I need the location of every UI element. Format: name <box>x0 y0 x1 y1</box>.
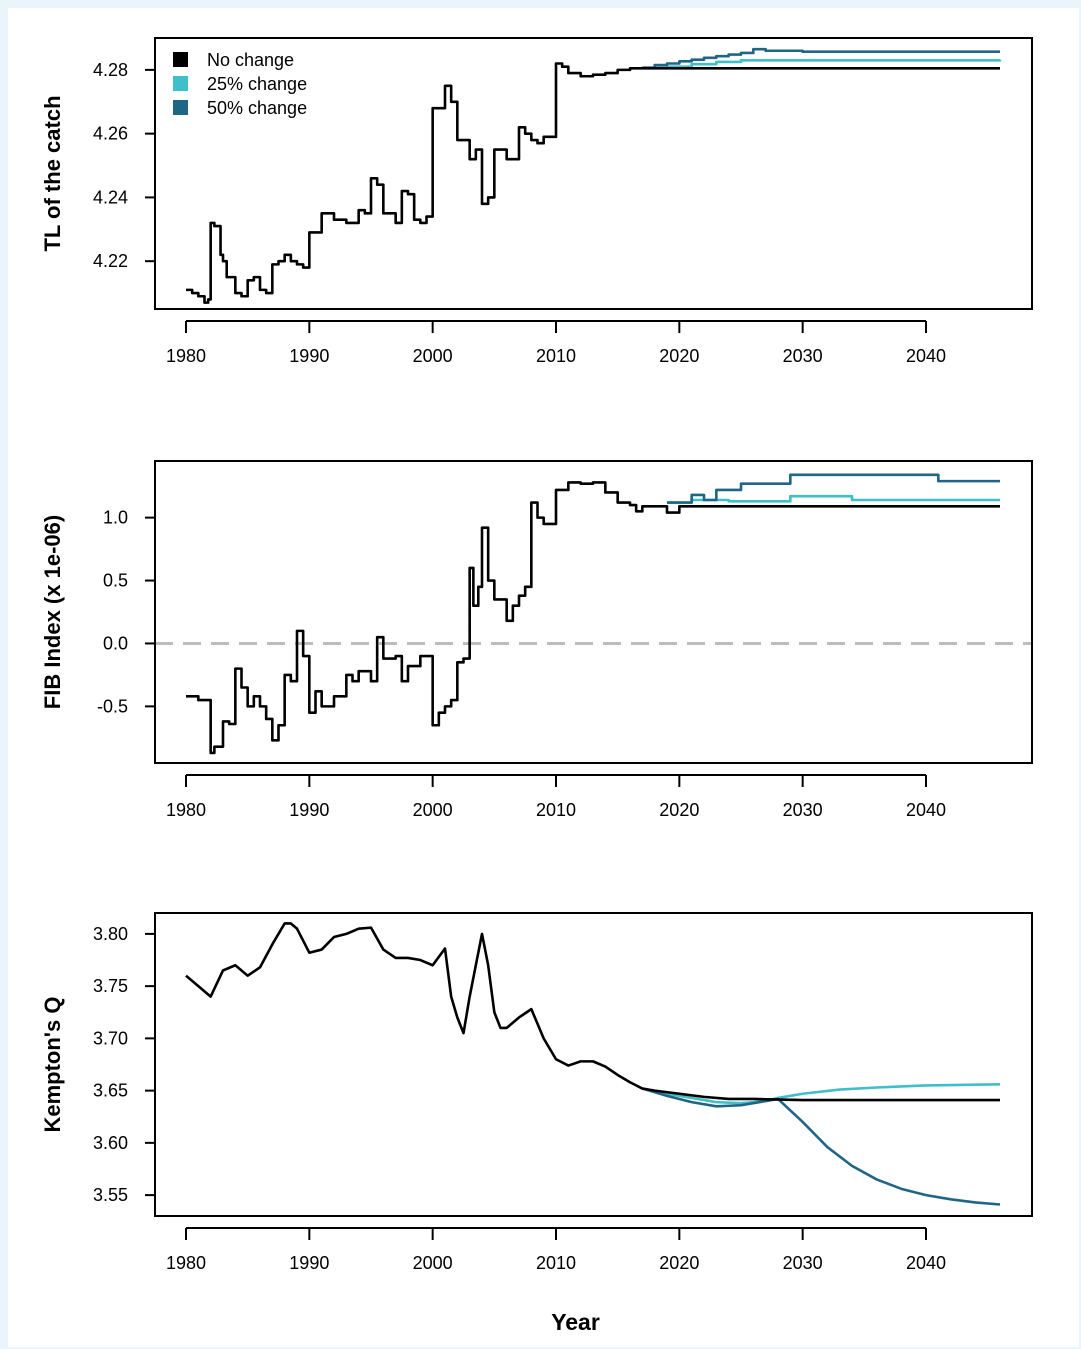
tl-catch-y-tick-label: 4.22 <box>93 251 128 271</box>
tl-catch-y-tick-label: 4.24 <box>93 187 128 207</box>
fib-index-series-no-change <box>186 481 1000 755</box>
fib-index-y-tick-label: 1.0 <box>103 508 128 528</box>
tl-catch-x-tick-label: 2000 <box>413 346 453 366</box>
kempton-q-x-tick-label: 2020 <box>659 1253 699 1273</box>
kempton-q-y-tick-label: 3.65 <box>93 1081 128 1101</box>
fib-index-x-axis: 1980 1990 2000 2010 2020 2030 2040 <box>166 774 946 820</box>
tl-catch-x-axis: 1980 1990 2000 2010 2020 2030 2040 <box>166 320 946 366</box>
fib-index-x-tick-label: 2010 <box>536 800 576 820</box>
fib-index-plot-frame <box>154 460 1033 764</box>
fib-index-x-tick-label: 2000 <box>413 800 453 820</box>
legend-label: No change <box>207 50 294 70</box>
fib-index-y-axis-title: FIB Index (x 1e-06) <box>40 515 65 709</box>
kempton-q-x-tick-label: 2010 <box>536 1253 576 1273</box>
kempton-q-x-axis: 1980 1990 2000 2010 2020 2030 2040 <box>166 1227 946 1273</box>
legend-swatch <box>173 52 188 67</box>
tl-catch-x-tick-label: 2010 <box>536 346 576 366</box>
tl-catch-series-no-change <box>186 62 1000 304</box>
kempton-q-x-tick-label: 1980 <box>166 1253 206 1273</box>
tl-catch-y-tick-label: 4.28 <box>93 60 128 80</box>
legend-label: 25% change <box>207 74 307 94</box>
kempton-q-x-tick-label: 1990 <box>289 1253 329 1273</box>
tl-catch-y-axis-title: TL of the catch <box>40 95 65 251</box>
kempton-q-plot-frame <box>154 912 1033 1217</box>
kempton-q-y-tick-label: 3.75 <box>93 976 128 996</box>
fib-index-y-tick-label: -0.5 <box>97 696 128 716</box>
tl-catch-x-tick-label: 2020 <box>659 346 699 366</box>
kempton-q-y-tick-label: 3.80 <box>93 924 128 944</box>
tl-catch-plot-frame <box>154 37 1033 310</box>
legend-swatch <box>173 100 188 115</box>
legend-label: 50% change <box>207 98 307 118</box>
fib-index-x-tick-label: 2030 <box>783 800 823 820</box>
kempton-q-y-tick-label: 3.70 <box>93 1028 128 1048</box>
fib-index-y-tick-label: 0.5 <box>103 571 128 591</box>
tl-catch-panel: 1980 1990 2000 2010 2020 2030 2040 4.22 4.24 4.26… <box>40 37 1033 366</box>
tl-catch-y-axis: 4.22 4.24 4.26 4.28 <box>93 60 155 271</box>
kempton-q-x-tick-label: 2000 <box>413 1253 453 1273</box>
fib-index-y-tick-label: 0.0 <box>103 633 128 653</box>
fib-index-x-tick-label: 2040 <box>906 800 946 820</box>
chart-figure: 1980 1990 2000 2010 2020 2030 2040 4.22 4.24 4.26… <box>40 37 1033 1335</box>
kempton-q-series-50-change <box>641 1087 1001 1206</box>
kempton-q-series-no-change <box>185 922 1000 1102</box>
legend-swatch <box>173 76 188 91</box>
tl-catch-x-tick-label: 1990 <box>289 346 329 366</box>
tl-catch-x-tick-label: 1980 <box>166 346 206 366</box>
fib-index-panel: 1980 1990 2000 2010 2020 2030 2040 -0.5 0.0 0.5 1.… <box>40 460 1033 820</box>
fib-index-series-50-change <box>667 473 1000 504</box>
legend: No change 25% change 50% change <box>173 50 307 118</box>
kempton-q-y-axis-title: Kempton's Q <box>40 996 65 1132</box>
kempton-q-x-tick-label: 2030 <box>783 1253 823 1273</box>
fib-index-x-tick-label: 1980 <box>166 800 206 820</box>
tl-catch-y-tick-label: 4.26 <box>93 124 128 144</box>
kempton-q-x-axis-title: Year <box>551 1309 600 1335</box>
tl-catch-series-50-change <box>642 47 1000 69</box>
tl-catch-x-tick-label: 2030 <box>783 346 823 366</box>
fib-index-x-tick-label: 2020 <box>659 800 699 820</box>
fib-index-y-axis: -0.5 0.0 0.5 1.0 <box>97 508 155 716</box>
kempton-q-x-tick-label: 2040 <box>906 1253 946 1273</box>
kempton-q-panel: 1980 1990 2000 2010 2020 2030 2040 3.55 3.60 3.65… <box>40 912 1033 1335</box>
figure-panel: 1980 1990 2000 2010 2020 2030 2040 4.22 4.24 4.26… <box>8 8 1079 1347</box>
kempton-q-y-axis: 3.55 3.60 3.65 3.70 3.75 3.80 <box>93 924 155 1205</box>
tl-catch-x-tick-label: 2040 <box>906 346 946 366</box>
kempton-q-y-tick-label: 3.55 <box>93 1185 128 1205</box>
kempton-q-y-tick-label: 3.60 <box>93 1133 128 1153</box>
fib-index-x-tick-label: 1990 <box>289 800 329 820</box>
